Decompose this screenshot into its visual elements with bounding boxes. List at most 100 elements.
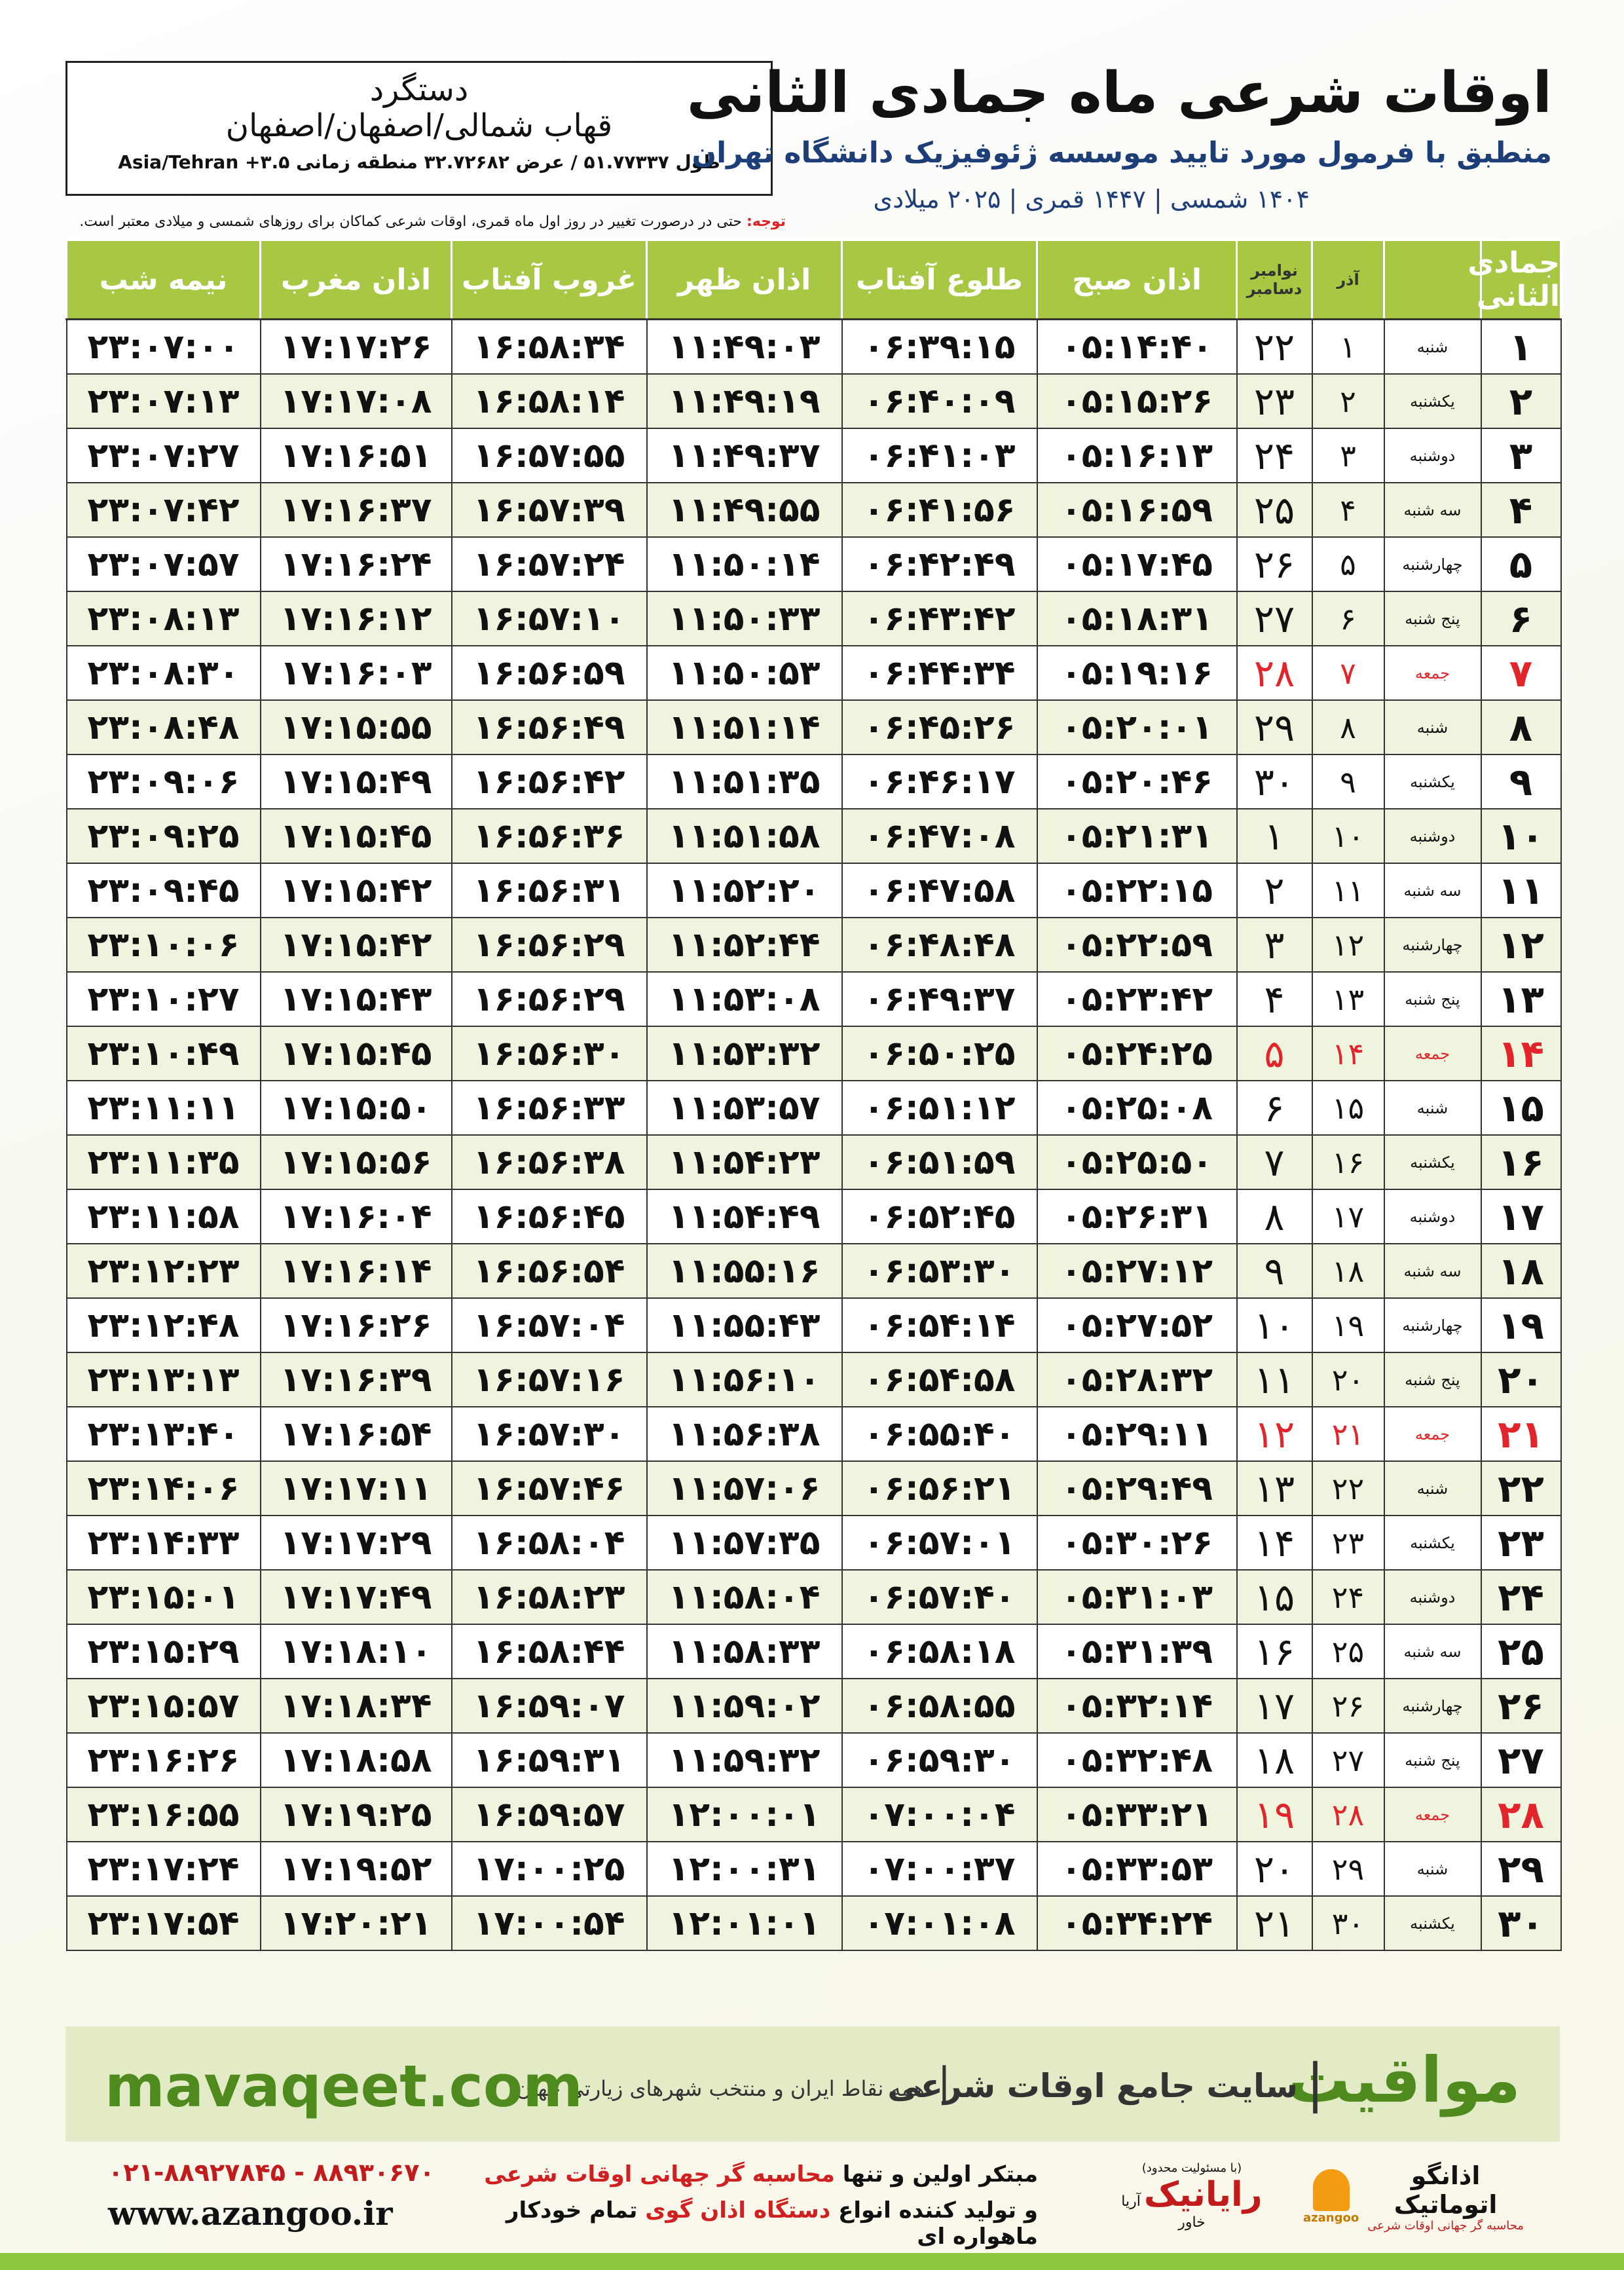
table-cell: ۳ [1236, 917, 1313, 973]
table-cell: ۰۷:۰۰:۳۷ [841, 1841, 1038, 1897]
table-cell: ۲۳:۰۹:۲۵ [65, 808, 261, 864]
note: توجه: حتی در درصورت تغییر در روز اول ماه… [65, 214, 786, 230]
table-cell: ۱۷:۱۶:۲۴ [259, 536, 452, 592]
table-row: ۱۶ یکشنبه ۱۶ ۷ ۰۵:۲۵:۵۰ ۰۶:۵۱:۵۹ ۱۱:۵۴:۲۳ ۱۶:۵۶… [65, 1134, 1562, 1190]
table-row: ۱۵ شنبه ۱۵ ۶ ۰۵:۲۵:۰۸ ۰۶:۵۱:۱۲ ۱۱:۵۳:۵۷ ۱۶:۵۶:۳… [65, 1080, 1562, 1136]
table-cell: ۲۳:۱۶:۲۶ [65, 1732, 261, 1788]
table-row: ۹ یکشنبه ۹ ۳۰ ۰۵:۲۰:۴۶ ۰۶:۴۶:۱۷ ۱۱:۵۱:۳۵ ۱۶:۵۶:… [65, 754, 1562, 809]
table-cell: ۵ [1480, 536, 1562, 592]
table-cell: ۲۳:۱۴:۰۶ [65, 1461, 261, 1516]
table-cell: ۰۶:۴۳:۴۲ [841, 591, 1038, 646]
table-cell: یکشنبه [1383, 1134, 1482, 1190]
table-cell: ۲۵ [1480, 1624, 1562, 1679]
table-cell: ۰۵:۲۳:۴۲ [1036, 971, 1238, 1027]
table-cell: ۱۶:۵۸:۲۳ [451, 1569, 648, 1625]
raianik-logo: (با مسئولیت محدود) رایانیک آریا خاور [1113, 2161, 1270, 2231]
table-row: ۲۹ شنبه ۲۹ ۲۰ ۰۵:۳۳:۵۳ ۰۷:۰۰:۳۷ ۱۲:۰۰:۳۱ ۱۷:۰۰:… [65, 1841, 1562, 1897]
table-cell: شنبه [1383, 1461, 1482, 1516]
table-cell: ۱ [1236, 808, 1313, 864]
table-cell: ۱۶:۵۸:۳۴ [451, 318, 648, 375]
table-row: ۲۱ جمعه ۲۱ ۱۲ ۰۵:۲۹:۱۱ ۰۶:۵۵:۴۰ ۱۱:۵۶:۳۸ ۱۶:۵۷:… [65, 1406, 1562, 1462]
table-cell: ۱۱:۵۴:۲۳ [646, 1134, 843, 1190]
table-row: ۲۵ سه شنبه ۲۵ ۱۶ ۰۵:۳۱:۳۹ ۰۶:۵۸:۱۸ ۱۱:۵۸:۳۳ ۱۶:… [65, 1624, 1562, 1679]
table-cell: ۱۷:۱۷:۴۹ [259, 1569, 452, 1625]
phone: ۰۲۱-۸۸۹۲۷۸۴۵ - ۸۸۹۳۰۶۷۰ [108, 2158, 435, 2187]
table-cell: ۷ [1236, 1134, 1313, 1190]
table-cell: ۱۶:۵۶:۳۰ [451, 1026, 648, 1081]
table-row: ۵ چهارشنبه ۵ ۲۶ ۰۵:۱۷:۴۵ ۰۶:۴۲:۴۹ ۱۱:۵۰:۱۴ ۱۶:۵… [65, 536, 1562, 592]
table-cell: دوشنبه [1383, 808, 1482, 864]
logo-text: رایانیک [1143, 2175, 1263, 2214]
table-cell: ۰۶:۴۴:۳۴ [841, 645, 1038, 701]
table-cell: ۲۱ [1480, 1406, 1562, 1462]
column-header: آذر [1311, 239, 1385, 320]
table-cell: ۱۲ [1480, 917, 1562, 973]
table-cell: ۱۱:۵۲:۴۴ [646, 917, 843, 973]
table-cell: ۱۶:۵۶:۲۹ [451, 971, 648, 1027]
table-row: ۲۰ پنج شنبه ۲۰ ۱۱ ۰۵:۲۸:۳۲ ۰۶:۵۴:۵۸ ۱۱:۵۶:۱۰ ۱۶… [65, 1352, 1562, 1407]
table-cell: ۴ [1236, 971, 1313, 1027]
table-cell: ۱۶:۵۶:۵۹ [451, 645, 648, 701]
table-cell: ۱۷:۱۵:۴۲ [259, 917, 452, 973]
table-cell: ۳ [1480, 428, 1562, 483]
table-cell: ۱۶:۵۶:۴۵ [451, 1189, 648, 1244]
table-cell: ۰۶:۵۴:۱۴ [841, 1297, 1038, 1353]
table-cell: ۱۶:۵۶:۴۲ [451, 754, 648, 809]
table-cell: ۱۷ [1480, 1189, 1562, 1244]
table-cell: ۳ [1311, 428, 1385, 483]
table-cell: ۰۶:۵۷:۰۱ [841, 1515, 1038, 1571]
table-cell: ۲۳:۰۷:۲۷ [65, 428, 261, 483]
table-cell: چهارشنبه [1383, 1678, 1482, 1734]
table-row: ۱ شنبه ۱ ۲۲ ۰۵:۱۴:۴۰ ۰۶:۳۹:۱۵ ۱۱:۴۹:۰۳ ۱۶:۵۸:۳۴… [65, 318, 1562, 375]
table-row: ۶ پنج شنبه ۶ ۲۷ ۰۵:۱۸:۳۱ ۰۶:۴۳:۴۲ ۱۱:۵۰:۳۳ ۱۶:۵… [65, 591, 1562, 646]
footer-highlight: دستگاه اذان گوی [645, 2197, 831, 2223]
table-cell: پنج شنبه [1383, 971, 1482, 1027]
table-cell: ۲۷ [1236, 591, 1313, 646]
table-cell: شنبه [1383, 1841, 1482, 1897]
table-cell: ۱۶:۵۶:۲۹ [451, 917, 648, 973]
table-cell: ۱۱:۵۲:۲۰ [646, 863, 843, 918]
table-cell: ۰۶:۴۱:۰۳ [841, 428, 1038, 483]
table-cell: ۰۵:۲۴:۲۵ [1036, 1026, 1238, 1081]
table-cell: ۱۶:۵۹:۳۱ [451, 1732, 648, 1788]
table-cell: ۱۶:۵۶:۳۶ [451, 808, 648, 864]
table-cell: ۱۱:۴۹:۳۷ [646, 428, 843, 483]
table-cell: ۱۷:۱۶:۵۴ [259, 1406, 452, 1462]
table-cell: ۳۰ [1236, 754, 1313, 809]
table-cell: ۰۶:۴۸:۴۸ [841, 917, 1038, 973]
table-cell: ۱۶ [1236, 1624, 1313, 1679]
table-cell: ۱۱:۵۱:۳۵ [646, 754, 843, 809]
table-body: ۱ شنبه ۱ ۲۲ ۰۵:۱۴:۴۰ ۰۶:۳۹:۱۵ ۱۱:۴۹:۰۳ ۱۶:۵۸:۳۴… [65, 318, 1562, 1951]
table-cell: ۰۶:۵۸:۱۸ [841, 1624, 1038, 1679]
table-cell: ۱۸ [1311, 1243, 1385, 1299]
prayer-table: جمادی الثانی آذر نوامبر دسامبر اذان صبح طلوع … [65, 239, 1562, 1951]
table-cell: ۰۵:۳۲:۴۸ [1036, 1732, 1238, 1788]
table-cell: ۱۷:۱۹:۵۲ [259, 1841, 452, 1897]
table-cell: سه شنبه [1383, 1624, 1482, 1679]
table-cell: ۲۲ [1480, 1461, 1562, 1516]
table-cell: ۱۷:۱۶:۱۴ [259, 1243, 452, 1299]
table-row: ۱۸ سه شنبه ۱۸ ۹ ۰۵:۲۷:۱۲ ۰۶:۵۳:۳۰ ۱۱:۵۵:۱۶ ۱۶:۵… [65, 1243, 1562, 1299]
table-cell: یکشنبه [1383, 1515, 1482, 1571]
table-cell: ۱۱:۵۶:۳۸ [646, 1406, 843, 1462]
table-cell: ۰۵:۲۹:۱۱ [1036, 1406, 1238, 1462]
table-cell: ۱۶:۵۶:۳۸ [451, 1134, 648, 1190]
table-cell: ۲۳:۱۱:۳۵ [65, 1134, 261, 1190]
table-row: ۱۳ پنج شنبه ۱۳ ۴ ۰۵:۲۳:۴۲ ۰۶:۴۹:۳۷ ۱۱:۵۳:۰۸ ۱۶:… [65, 971, 1562, 1027]
table-cell: ۹ [1311, 754, 1385, 809]
table-cell: ۲۳:۱۱:۱۱ [65, 1080, 261, 1136]
table-cell: ۰۵:۳۳:۵۳ [1036, 1841, 1238, 1897]
table-row: ۱۷ دوشنبه ۱۷ ۸ ۰۵:۲۶:۳۱ ۰۶:۵۲:۴۵ ۱۱:۵۴:۴۹ ۱۶:۵۶… [65, 1189, 1562, 1244]
table-cell: ۹ [1236, 1243, 1313, 1299]
table-cell: ۱۲ [1311, 917, 1385, 973]
table-cell: ۱۷:۱۶:۰۴ [259, 1189, 452, 1244]
table-cell: ۱۷:۱۶:۰۳ [259, 645, 452, 701]
table-cell: ۱۷:۱۶:۵۱ [259, 428, 452, 483]
table-cell: ۱۱:۵۹:۳۲ [646, 1732, 843, 1788]
table-cell: ۱۵ [1311, 1080, 1385, 1136]
table-cell: ۱۱:۵۳:۵۷ [646, 1080, 843, 1136]
table-row: ۲۲ شنبه ۲۲ ۱۳ ۰۵:۲۹:۴۹ ۰۶:۵۶:۲۱ ۱۱:۵۷:۰۶ ۱۶:۵۷:… [65, 1461, 1562, 1516]
table-cell: ۱۹ [1480, 1297, 1562, 1353]
table-cell: ۲۳:۰۸:۴۸ [65, 699, 261, 755]
